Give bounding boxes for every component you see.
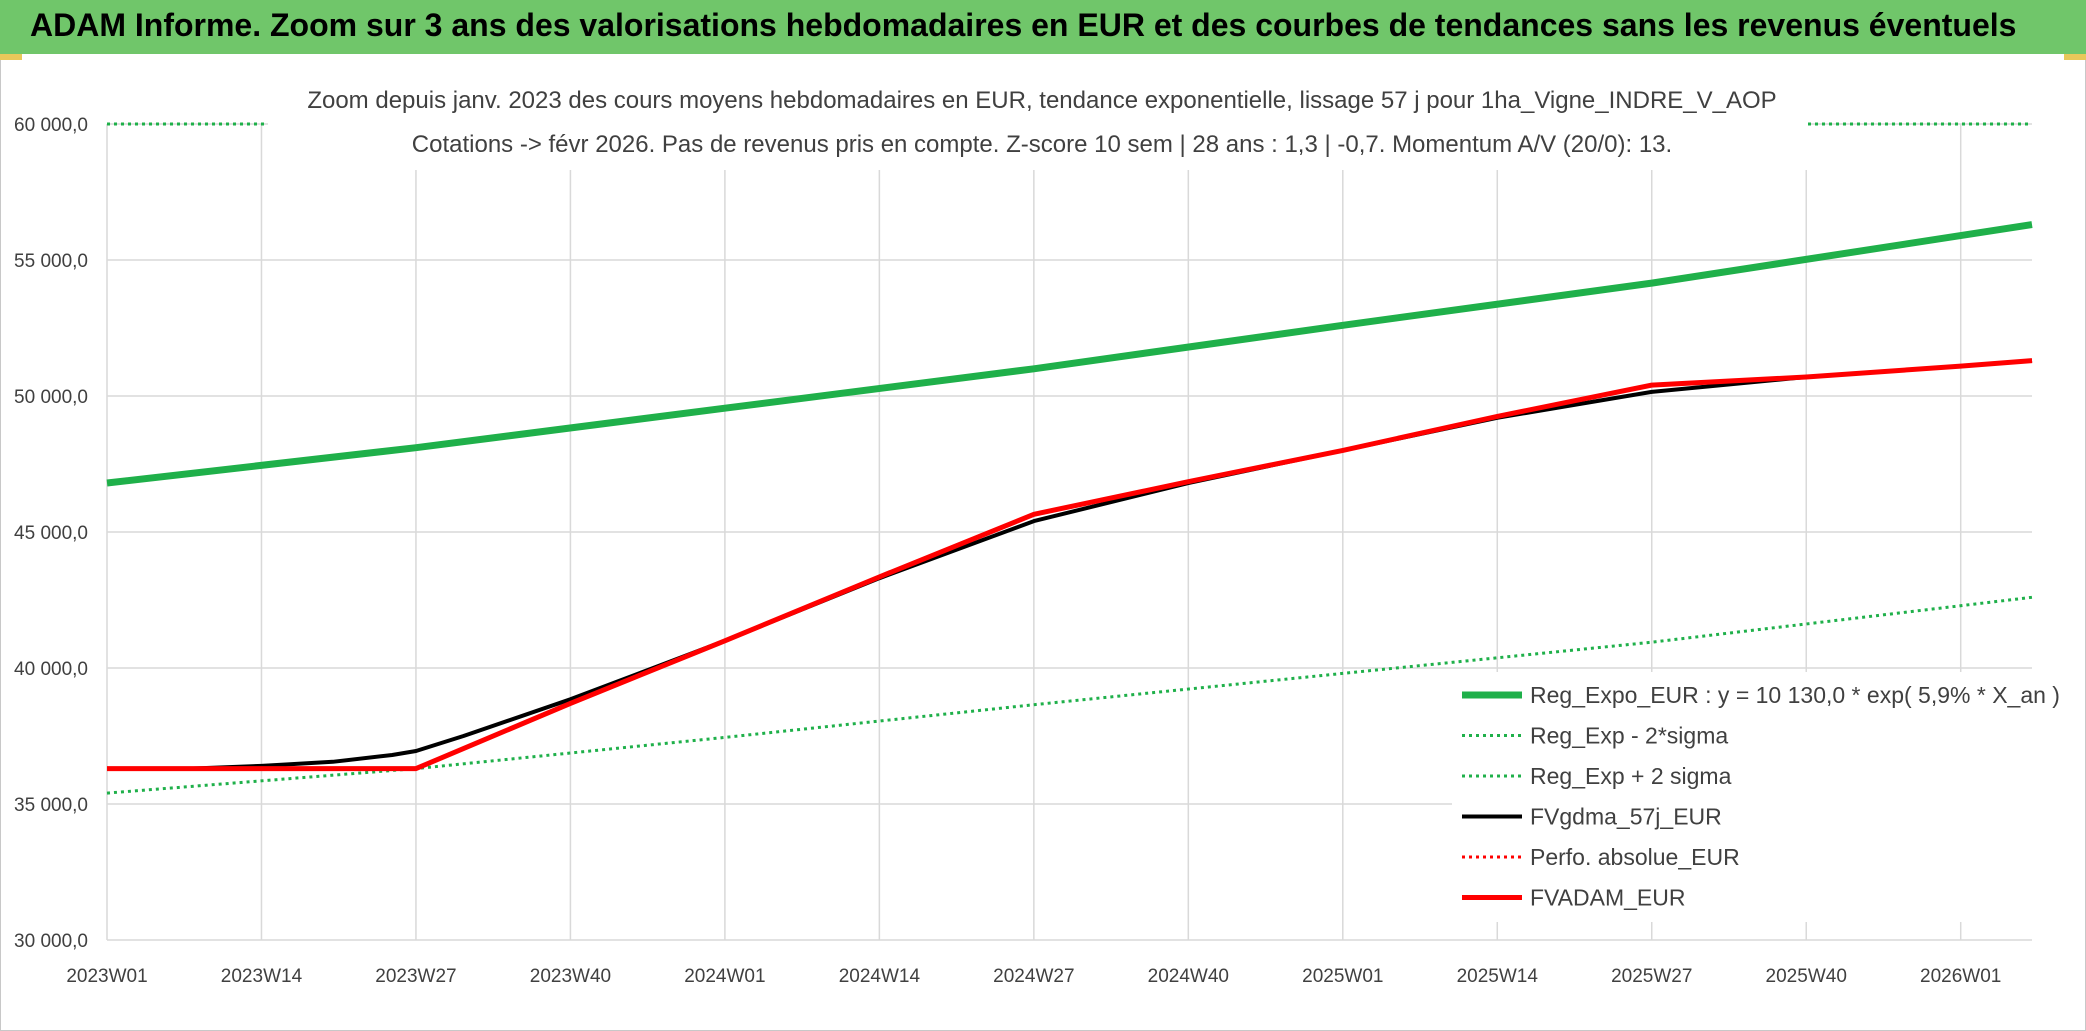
x-tick-label: 2023W40 bbox=[530, 966, 611, 987]
legend-label: Reg_Expo_EUR : y = 10 130,0 * exp( 5,9% … bbox=[1530, 682, 2060, 708]
x-tick-label: 2023W27 bbox=[375, 966, 456, 987]
x-tick-label: 2024W40 bbox=[1148, 966, 1229, 987]
report-banner: ADAM Informe. Zoom sur 3 ans des valoris… bbox=[0, 0, 2086, 54]
x-tick-label: 2025W01 bbox=[1302, 966, 1383, 987]
chart-title-line1: Zoom depuis janv. 2023 des cours moyens … bbox=[307, 87, 1776, 114]
x-tick-label: 2025W14 bbox=[1457, 966, 1539, 987]
banner-corner-left bbox=[0, 54, 22, 60]
legend-label: Reg_Exp - 2*sigma bbox=[1530, 723, 1728, 749]
x-axis: 2023W01 2023W14 2023W27 2023W40 2024W01 2024W… bbox=[66, 966, 2001, 987]
y-tick-label: 50 000,0 bbox=[14, 387, 88, 408]
y-tick-label: 30 000,0 bbox=[14, 931, 88, 952]
legend-background bbox=[1452, 672, 2042, 922]
chart-title-line2: Cotations -> févr 2026. Pas de revenus p… bbox=[412, 131, 1672, 158]
legend-label: Reg_Exp + 2 sigma bbox=[1530, 763, 1732, 789]
x-tick-label: 2025W40 bbox=[1766, 966, 1847, 987]
x-tick-label: 2024W27 bbox=[993, 966, 1074, 987]
legend: Reg_Expo_EUR : y = 10 130,0 * exp( 5,9% … bbox=[1452, 672, 2060, 922]
y-tick-label: 55 000,0 bbox=[14, 251, 88, 272]
y-axis: 30 000,0 35 000,0 40 000,0 45 000,0 50 000,0… bbox=[14, 115, 88, 952]
y-tick-label: 60 000,0 bbox=[14, 115, 88, 136]
y-tick-label: 40 000,0 bbox=[14, 659, 88, 680]
title-background bbox=[268, 78, 1808, 170]
series-line-reg-expo-eur-y-10-130-0-exp-5-9-x-an bbox=[106, 221, 2033, 487]
banner-corner-right bbox=[2064, 54, 2086, 60]
series-line-fvadam-eur bbox=[107, 358, 2033, 772]
x-tick-label: 2023W01 bbox=[66, 966, 147, 987]
legend-label: FVgdma_57j_EUR bbox=[1530, 804, 1722, 830]
legend-label: Perfo. absolue_EUR bbox=[1530, 844, 1740, 870]
x-tick-label: 2024W01 bbox=[684, 966, 765, 987]
legend-label: FVADAM_EUR bbox=[1530, 885, 1686, 911]
x-tick-label: 2024W14 bbox=[839, 966, 921, 987]
x-tick-label: 2025W27 bbox=[1611, 966, 1692, 987]
y-tick-label: 45 000,0 bbox=[14, 523, 88, 544]
x-tick-label: 2023W14 bbox=[221, 966, 303, 987]
report-title: ADAM Informe. Zoom sur 3 ans des valoris… bbox=[30, 7, 2017, 43]
x-tick-label: 2026W01 bbox=[1920, 966, 2001, 987]
y-tick-label: 35 000,0 bbox=[14, 795, 88, 816]
